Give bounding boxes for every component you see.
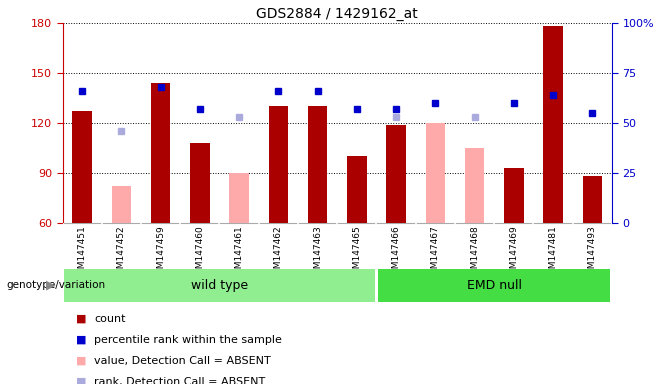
- Text: ■: ■: [76, 335, 86, 345]
- Bar: [386, 124, 406, 223]
- FancyBboxPatch shape: [64, 269, 374, 301]
- FancyBboxPatch shape: [378, 269, 610, 301]
- Bar: [465, 148, 484, 223]
- Text: GSM147462: GSM147462: [274, 225, 283, 280]
- Bar: [308, 106, 328, 223]
- Bar: [347, 156, 367, 223]
- Text: ■: ■: [76, 377, 86, 384]
- Title: GDS2884 / 1429162_at: GDS2884 / 1429162_at: [257, 7, 418, 21]
- Text: percentile rank within the sample: percentile rank within the sample: [94, 335, 282, 345]
- Text: GSM147467: GSM147467: [431, 225, 440, 280]
- Bar: [426, 123, 445, 223]
- Text: ■: ■: [76, 314, 86, 324]
- Bar: [190, 143, 210, 223]
- Text: GSM147451: GSM147451: [78, 225, 87, 280]
- Text: value, Detection Call = ABSENT: value, Detection Call = ABSENT: [94, 356, 271, 366]
- Text: GSM147466: GSM147466: [392, 225, 401, 280]
- Text: count: count: [94, 314, 126, 324]
- Text: rank, Detection Call = ABSENT: rank, Detection Call = ABSENT: [94, 377, 265, 384]
- Text: GSM147460: GSM147460: [195, 225, 205, 280]
- Text: ■: ■: [76, 356, 86, 366]
- Text: GSM147469: GSM147469: [509, 225, 519, 280]
- Text: wild type: wild type: [191, 279, 248, 291]
- Text: GSM147493: GSM147493: [588, 225, 597, 280]
- Text: GSM147461: GSM147461: [235, 225, 243, 280]
- Bar: [504, 168, 524, 223]
- Text: GSM147465: GSM147465: [352, 225, 361, 280]
- Text: genotype/variation: genotype/variation: [7, 280, 106, 290]
- Bar: [229, 173, 249, 223]
- Bar: [112, 186, 131, 223]
- Bar: [582, 176, 602, 223]
- Bar: [268, 106, 288, 223]
- Text: GSM147463: GSM147463: [313, 225, 322, 280]
- Text: GSM147481: GSM147481: [549, 225, 557, 280]
- Text: GSM147452: GSM147452: [117, 225, 126, 280]
- Bar: [544, 26, 563, 223]
- Text: ▶: ▶: [46, 279, 56, 291]
- Bar: [151, 83, 170, 223]
- Bar: [72, 111, 92, 223]
- Text: EMD null: EMD null: [467, 279, 522, 291]
- Text: GSM147468: GSM147468: [470, 225, 479, 280]
- Text: GSM147459: GSM147459: [156, 225, 165, 280]
